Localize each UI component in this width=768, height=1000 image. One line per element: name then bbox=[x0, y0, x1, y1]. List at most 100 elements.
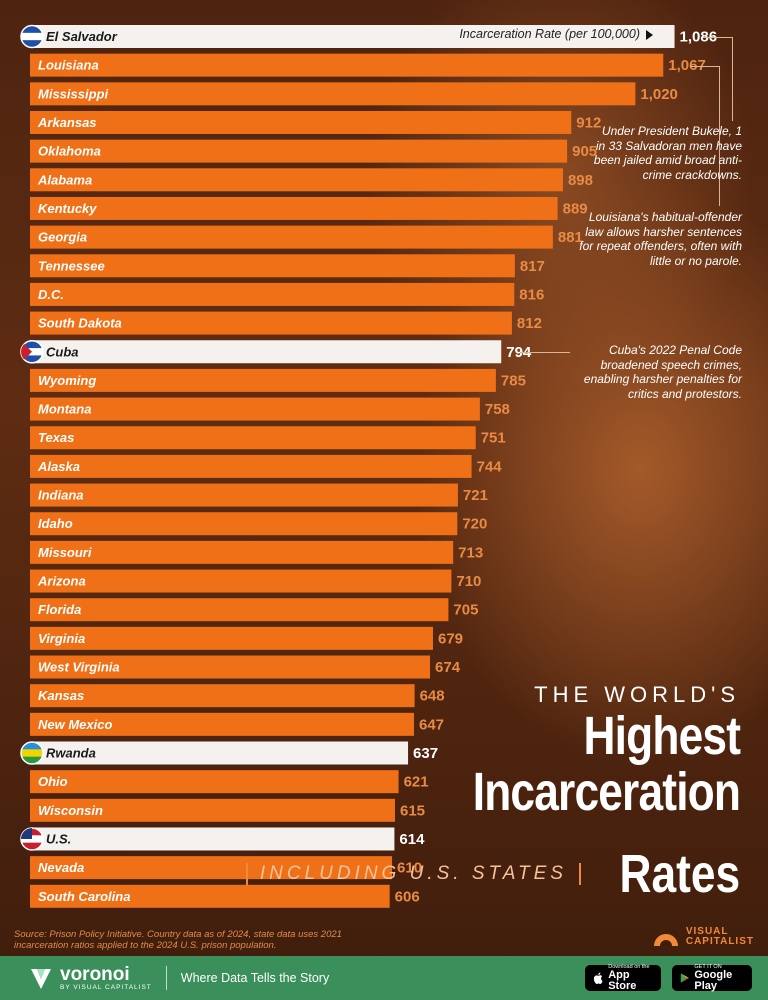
bar-value-label: 637 bbox=[413, 745, 438, 762]
bar bbox=[30, 53, 664, 77]
leader-line bbox=[719, 66, 720, 206]
bar-category-label: Florida bbox=[38, 602, 81, 617]
bar bbox=[30, 254, 515, 278]
bar bbox=[30, 82, 636, 106]
bar-value-label: 615 bbox=[400, 802, 425, 819]
visual-capitalist-wordmark: VISUAL CAPITALIST bbox=[686, 927, 754, 947]
bar-group: Mississippi 1,020 bbox=[30, 82, 678, 106]
bar-value-label: 912 bbox=[576, 114, 601, 131]
bar-category-label: Ohio bbox=[38, 774, 68, 789]
bar-category-label: Kentucky bbox=[38, 201, 97, 216]
bar-category-label: Virginia bbox=[38, 631, 85, 646]
annotation-el-salvador: Under President Bukele, 1 in 33 Salvador… bbox=[593, 124, 742, 182]
bar bbox=[30, 770, 399, 794]
annotation-cuba: Cuba's 2022 Penal Code broadened speech … bbox=[583, 343, 742, 401]
title-main-line2: Incarceration bbox=[472, 762, 741, 822]
voronoi-byline: BY VISUAL CAPITALIST bbox=[60, 984, 152, 991]
visual-capitalist-icon bbox=[653, 934, 678, 946]
bar bbox=[30, 626, 433, 650]
bar-category-label: Nevada bbox=[38, 860, 84, 875]
bar-group: Kansas 648 bbox=[30, 684, 445, 708]
bar bbox=[30, 483, 458, 507]
bar bbox=[30, 368, 496, 392]
bar-value-label: 1,086 bbox=[680, 29, 718, 46]
bar bbox=[30, 569, 452, 593]
bar-category-label: Oklahoma bbox=[38, 144, 101, 159]
bar-category-label: Montana bbox=[38, 402, 91, 417]
bar-category-label: Kansas bbox=[38, 688, 84, 703]
google-play-small: GET IT ON bbox=[694, 964, 722, 970]
app-store-text: Download on the App Store bbox=[608, 964, 653, 992]
bar bbox=[30, 168, 563, 192]
google-play-icon bbox=[680, 973, 689, 983]
bar bbox=[30, 454, 472, 478]
bar-category-label: D.C. bbox=[38, 287, 64, 302]
title-main-line1: Highest bbox=[583, 706, 740, 766]
flag-icon bbox=[20, 340, 44, 364]
bar-group: Texas 751 bbox=[30, 426, 506, 450]
bar-value-label: 648 bbox=[420, 688, 445, 705]
bar-group: Oklahoma 905 bbox=[30, 139, 597, 163]
bar bbox=[30, 340, 502, 364]
bar-value-label: 889 bbox=[563, 200, 588, 217]
leader-line bbox=[690, 66, 720, 67]
google-play-text: GET IT ON Google Play bbox=[694, 964, 744, 992]
bar-category-label: Rwanda bbox=[46, 746, 96, 761]
bar-group: New Mexico 647 bbox=[30, 712, 444, 736]
bar-category-label: Georgia bbox=[38, 230, 87, 245]
bar bbox=[30, 712, 414, 736]
bar-value-label: 721 bbox=[463, 487, 488, 504]
bar-value-label: 614 bbox=[399, 831, 425, 848]
bar-group: Arkansas 912 bbox=[30, 110, 601, 134]
app-store-small: Download on the bbox=[608, 964, 650, 970]
bar-value-label: 905 bbox=[572, 143, 597, 160]
bar bbox=[30, 540, 454, 564]
bar-category-label: Wyoming bbox=[38, 373, 96, 388]
app-store-button[interactable]: Download on the App Store bbox=[585, 964, 661, 992]
bar-category-label: Arkansas bbox=[37, 115, 97, 130]
title-row: INCLUDING U.S. STATES Rates bbox=[245, 846, 740, 902]
bar-group: Alaska 744 bbox=[30, 454, 502, 478]
bar-group: El Salvador 1,086 bbox=[20, 24, 718, 49]
bar-group: Montana 758 bbox=[30, 397, 510, 421]
bar bbox=[30, 741, 409, 765]
bar-group: Louisiana 1,067 bbox=[30, 53, 706, 77]
bar-value-label: 621 bbox=[404, 774, 429, 791]
tagline: Where Data Tells the Story bbox=[180, 971, 330, 985]
bar-value-label: 606 bbox=[395, 888, 420, 905]
bar bbox=[30, 282, 515, 306]
bar-value-label: 674 bbox=[435, 659, 461, 676]
google-play-button[interactable]: GET IT ON Google Play bbox=[672, 964, 752, 992]
bar-category-label: Arizona bbox=[37, 574, 86, 589]
bar bbox=[30, 110, 572, 134]
leader-line bbox=[520, 352, 570, 353]
bar-group: Missouri 713 bbox=[30, 540, 483, 564]
bar-group: U.S. 614 bbox=[20, 827, 425, 851]
bar bbox=[30, 856, 393, 880]
voronoi-wordmark[interactable]: voronoi BY VISUAL CAPITALIST bbox=[60, 965, 152, 991]
bar-category-label: Wisconsin bbox=[38, 803, 103, 818]
bar-category-label: Indiana bbox=[38, 488, 84, 503]
bar-group: Tennessee 817 bbox=[30, 254, 545, 278]
title-block: THE WORLD'S Highest Incarceration bbox=[414, 682, 741, 822]
bar-value-label: 610 bbox=[397, 860, 422, 877]
title-subtitle: INCLUDING U.S. STATES bbox=[245, 863, 581, 885]
bar-value-label: 713 bbox=[458, 544, 483, 561]
bar-value-label: 794 bbox=[506, 344, 532, 361]
bar bbox=[30, 884, 390, 908]
bar-group: Florida 705 bbox=[30, 598, 478, 622]
annotation-louisiana: Louisiana's habitual-offender law allows… bbox=[579, 210, 742, 268]
title-top: THE WORLD'S bbox=[534, 682, 740, 707]
bar bbox=[30, 139, 568, 163]
bar bbox=[30, 655, 431, 679]
leader-line bbox=[703, 37, 733, 38]
bar-value-label: 812 bbox=[517, 315, 542, 332]
bar-group: Rwanda 637 bbox=[20, 741, 438, 765]
axis-label: Incarceration Rate (per 100,000) bbox=[459, 27, 640, 41]
bar bbox=[30, 512, 458, 536]
bar-group: West Virginia 674 bbox=[30, 655, 461, 679]
apple-icon bbox=[593, 972, 603, 984]
bar bbox=[30, 25, 675, 48]
bar bbox=[30, 684, 415, 708]
bar-value-label: 1,020 bbox=[640, 86, 678, 103]
